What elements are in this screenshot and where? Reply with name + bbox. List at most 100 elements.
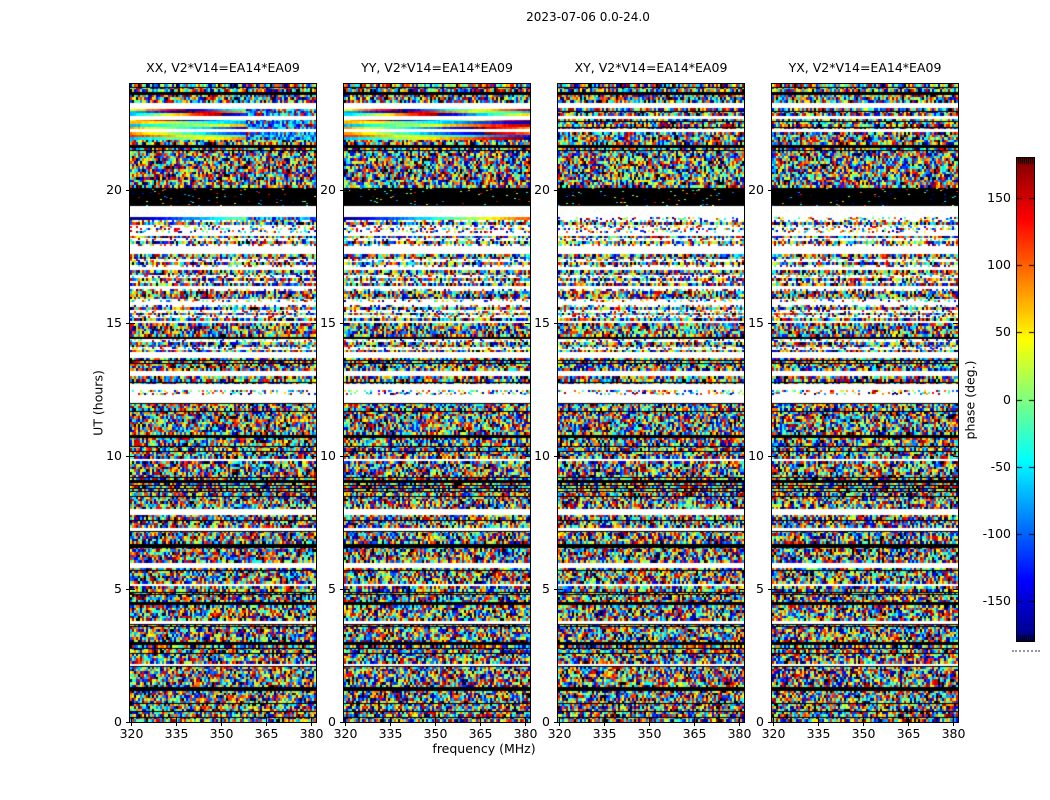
- y-tick-label: 20: [748, 182, 764, 198]
- x-tick-label: 335: [378, 726, 403, 741]
- y-tick: [772, 588, 777, 590]
- y-tick: [558, 189, 563, 191]
- x-tick-label: 365: [682, 726, 707, 741]
- x-tick: [435, 722, 436, 726]
- y-tick: [311, 588, 316, 590]
- x-tick-label: 335: [592, 726, 617, 741]
- y-tick: [525, 189, 530, 191]
- x-axis-label: frequency (MHz): [432, 741, 536, 756]
- y-tick: [739, 721, 744, 723]
- y-tick-label: 10: [320, 448, 336, 464]
- y-tick: [525, 721, 530, 723]
- y-tick: [554, 322, 558, 324]
- x-tick-label: 320: [119, 726, 144, 741]
- x-tick: [266, 722, 267, 726]
- x-tick: [559, 722, 560, 726]
- colorbar-tick-label: 50: [995, 324, 1011, 340]
- x-tick: [390, 722, 391, 726]
- x-tick: [525, 717, 526, 722]
- y-tick: [525, 588, 530, 590]
- x-tick: [908, 722, 909, 726]
- y-tick: [126, 721, 130, 723]
- y-tick: [126, 322, 130, 324]
- y-tick-label: 15: [748, 315, 764, 331]
- x-tick: [953, 717, 954, 722]
- x-tick-label: 320: [333, 726, 358, 741]
- x-tick: [604, 717, 605, 722]
- y-tick: [739, 588, 744, 590]
- x-tick-label: 335: [806, 726, 831, 741]
- y-tick: [768, 189, 772, 191]
- x-tick-label: 350: [423, 726, 448, 741]
- x-tick-label: 365: [254, 726, 279, 741]
- x-tick: [311, 722, 312, 726]
- y-tick: [558, 322, 563, 324]
- x-tick: [176, 717, 177, 722]
- y-tick: [340, 455, 344, 457]
- y-tick-label: 20: [320, 182, 336, 198]
- y-tick-label: 15: [106, 315, 122, 331]
- x-tick: [739, 717, 740, 722]
- y-tick: [340, 322, 344, 324]
- heatmap-canvas-xy: [558, 84, 744, 722]
- heatmap-canvas-yx: [772, 84, 958, 722]
- y-tick: [554, 189, 558, 191]
- x-tick-label: 380: [727, 726, 752, 741]
- y-tick-label: 5: [114, 581, 122, 597]
- x-tick-label: 380: [513, 726, 538, 741]
- heatmap-panel-yx: [771, 83, 959, 723]
- y-tick: [554, 721, 558, 723]
- y-tick: [126, 455, 130, 457]
- x-tick: [773, 717, 774, 722]
- x-tick: [176, 722, 177, 726]
- colorbar-tick-label: 100: [987, 257, 1011, 273]
- x-tick: [131, 717, 132, 722]
- x-tick: [345, 717, 346, 722]
- panel-title-xx: XX, V2*V14=EA14*EA09: [146, 60, 300, 75]
- x-tick: [221, 717, 222, 722]
- y-tick: [525, 322, 530, 324]
- y-tick: [126, 588, 130, 590]
- colorbar-tick-label: -100: [982, 525, 1011, 541]
- y-tick: [768, 721, 772, 723]
- y-tick: [953, 455, 958, 457]
- panel-title-yy: YY, V2*V14=EA14*EA09: [361, 60, 513, 75]
- y-tick-label: 10: [748, 448, 764, 464]
- y-tick: [554, 455, 558, 457]
- colorbar-tick-label: -150: [982, 592, 1011, 608]
- y-tick-label: 0: [114, 714, 122, 729]
- y-tick: [311, 322, 316, 324]
- y-tick-label: 0: [542, 714, 550, 729]
- x-tick: [525, 722, 526, 726]
- y-tick: [768, 322, 772, 324]
- y-tick: [739, 455, 744, 457]
- x-tick: [435, 717, 436, 722]
- x-tick: [480, 717, 481, 722]
- x-tick: [311, 717, 312, 722]
- y-tick: [739, 189, 744, 191]
- y-tick-label: 10: [106, 448, 122, 464]
- x-tick: [818, 722, 819, 726]
- y-tick-label: 5: [756, 581, 764, 597]
- y-tick: [130, 721, 135, 723]
- y-tick: [344, 455, 349, 457]
- y-tick: [311, 189, 316, 191]
- x-tick: [694, 722, 695, 726]
- y-tick: [772, 455, 777, 457]
- x-tick-label: 380: [299, 726, 324, 741]
- y-tick: [311, 455, 316, 457]
- x-tick: [266, 717, 267, 722]
- x-tick-label: 320: [761, 726, 786, 741]
- x-tick-label: 350: [637, 726, 662, 741]
- x-tick-label: 365: [468, 726, 493, 741]
- y-tick: [768, 455, 772, 457]
- y-tick: [344, 721, 349, 723]
- y-tick: [130, 189, 135, 191]
- y-tick: [344, 189, 349, 191]
- colorbar-tick-label: 150: [987, 190, 1011, 206]
- x-tick-label: 365: [896, 726, 921, 741]
- y-tick-label: 20: [106, 182, 122, 198]
- y-tick-label: 15: [534, 315, 550, 331]
- y-tick: [768, 588, 772, 590]
